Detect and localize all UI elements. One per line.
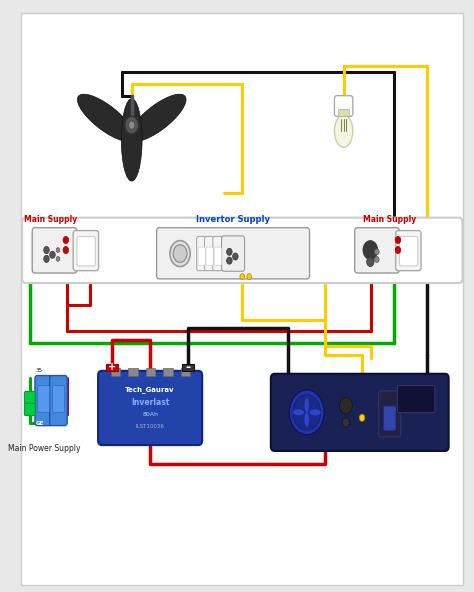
Circle shape	[342, 418, 350, 427]
Circle shape	[44, 255, 49, 262]
FancyBboxPatch shape	[24, 403, 36, 416]
Circle shape	[289, 390, 324, 435]
FancyBboxPatch shape	[214, 247, 221, 265]
Ellipse shape	[304, 398, 309, 413]
Text: Main Supply: Main Supply	[25, 214, 78, 224]
Circle shape	[247, 274, 252, 279]
FancyBboxPatch shape	[24, 391, 36, 404]
Text: Main Supply: Main Supply	[363, 214, 416, 224]
Bar	[146, 368, 155, 375]
FancyBboxPatch shape	[396, 231, 421, 271]
Circle shape	[363, 240, 378, 259]
Circle shape	[56, 247, 60, 252]
Text: Inverlast: Inverlast	[131, 398, 169, 407]
Ellipse shape	[121, 99, 142, 181]
Text: Invertor Supply: Invertor Supply	[196, 214, 270, 224]
Bar	[106, 363, 118, 371]
Circle shape	[359, 414, 365, 422]
Circle shape	[374, 249, 379, 255]
Circle shape	[240, 274, 245, 279]
FancyBboxPatch shape	[38, 385, 50, 413]
FancyBboxPatch shape	[221, 236, 245, 271]
Bar	[164, 368, 173, 375]
FancyBboxPatch shape	[334, 96, 353, 116]
FancyBboxPatch shape	[398, 385, 435, 413]
FancyBboxPatch shape	[50, 375, 67, 426]
FancyBboxPatch shape	[198, 247, 205, 265]
FancyBboxPatch shape	[197, 236, 207, 271]
Text: 80Ah: 80Ah	[142, 412, 158, 417]
Circle shape	[63, 246, 69, 253]
FancyBboxPatch shape	[206, 247, 213, 265]
FancyBboxPatch shape	[213, 236, 223, 271]
Bar	[182, 363, 194, 371]
Circle shape	[173, 244, 187, 262]
Circle shape	[170, 240, 190, 266]
FancyBboxPatch shape	[204, 236, 215, 271]
FancyBboxPatch shape	[383, 406, 396, 430]
Circle shape	[395, 236, 401, 243]
Circle shape	[125, 116, 138, 134]
Circle shape	[44, 246, 49, 253]
Circle shape	[227, 248, 232, 255]
Circle shape	[56, 256, 60, 261]
FancyBboxPatch shape	[77, 236, 95, 266]
Text: Tech_Gaurav: Tech_Gaurav	[125, 387, 175, 393]
FancyBboxPatch shape	[400, 236, 418, 266]
Ellipse shape	[129, 94, 186, 141]
Circle shape	[367, 257, 374, 266]
FancyBboxPatch shape	[35, 375, 53, 426]
Ellipse shape	[77, 94, 134, 141]
Circle shape	[339, 397, 352, 414]
Ellipse shape	[310, 410, 321, 416]
Circle shape	[374, 256, 379, 262]
Text: ILST10036: ILST10036	[136, 424, 164, 429]
Text: Main Power Supply: Main Power Supply	[8, 445, 81, 453]
Text: 35: 35	[36, 368, 43, 372]
Circle shape	[395, 246, 401, 253]
FancyBboxPatch shape	[156, 228, 310, 279]
Circle shape	[128, 121, 135, 129]
FancyBboxPatch shape	[355, 228, 400, 273]
FancyBboxPatch shape	[271, 374, 449, 451]
Circle shape	[293, 395, 320, 430]
Circle shape	[233, 253, 238, 260]
FancyBboxPatch shape	[22, 218, 463, 283]
Bar	[181, 368, 190, 375]
Ellipse shape	[334, 115, 353, 147]
FancyBboxPatch shape	[53, 385, 64, 413]
Bar	[338, 109, 349, 116]
FancyBboxPatch shape	[73, 231, 99, 271]
Circle shape	[50, 251, 55, 258]
FancyBboxPatch shape	[98, 371, 202, 445]
FancyBboxPatch shape	[379, 391, 401, 437]
Text: GE: GE	[36, 421, 44, 426]
Circle shape	[63, 236, 69, 243]
Bar	[128, 368, 137, 375]
Ellipse shape	[293, 410, 304, 416]
Bar	[111, 368, 120, 375]
Text: -: -	[186, 361, 191, 374]
Text: +: +	[108, 362, 117, 372]
FancyBboxPatch shape	[32, 228, 77, 273]
Circle shape	[227, 257, 232, 264]
Ellipse shape	[304, 412, 309, 427]
